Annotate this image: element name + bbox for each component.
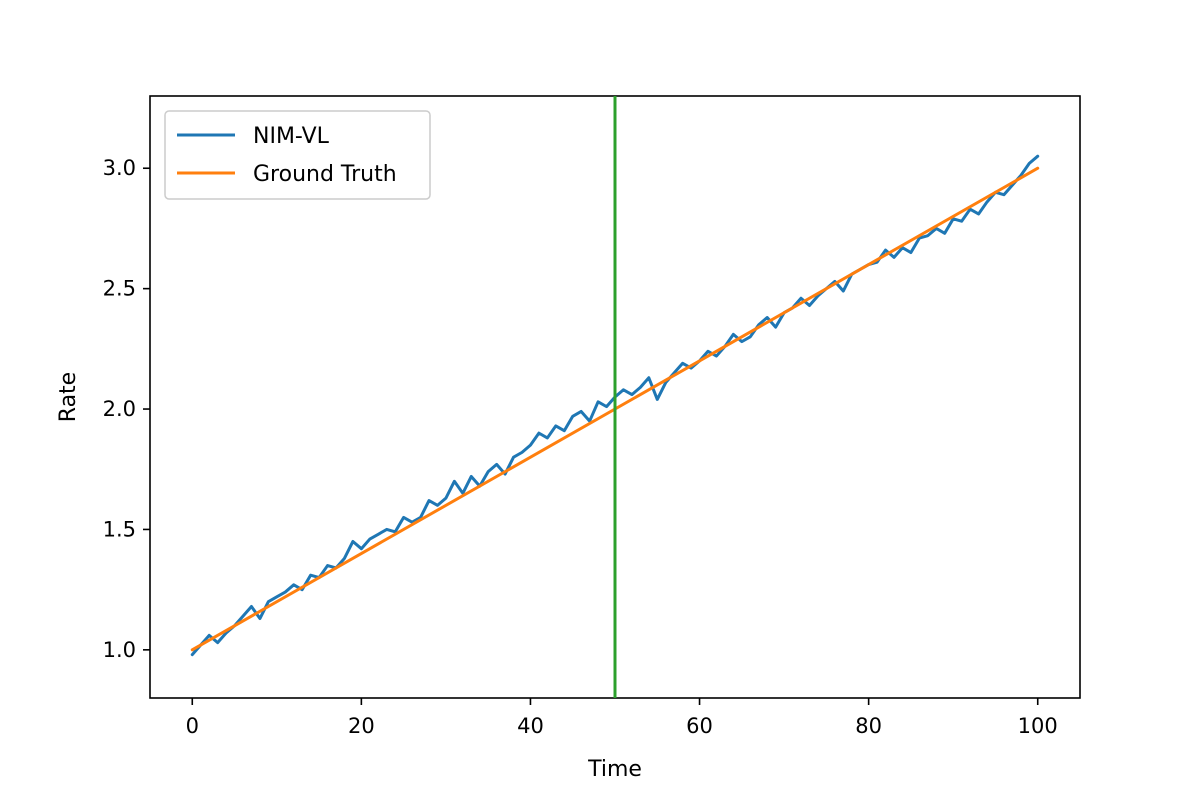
legend-label-ground-truth: Ground Truth (253, 162, 397, 187)
y-tick-label: 2.0 (103, 397, 136, 421)
legend: NIM-VL Ground Truth (164, 110, 431, 200)
y-tick-label: 1.5 (103, 517, 136, 541)
y-tick-label: 1.0 (103, 638, 136, 662)
x-tick-label: 80 (855, 714, 882, 738)
y-tick-label: 3.0 (103, 156, 136, 180)
y-axis-label: Rate (56, 372, 81, 422)
x-tick-label: 40 (517, 714, 544, 738)
x-tick-label: 100 (1018, 714, 1058, 738)
x-tick-label: 60 (686, 714, 713, 738)
y-tick-label: 2.5 (103, 277, 136, 301)
ticks-layer: 0 20 40 60 80 100 1.0 1.5 2.0 2.5 3.0 (103, 156, 1058, 738)
legend-label-nim-vl: NIM-VL (253, 124, 330, 149)
x-tick-label: 0 (186, 714, 199, 738)
x-axis-label: Time (587, 757, 642, 782)
x-tick-label: 20 (348, 714, 375, 738)
legend-box (164, 110, 431, 200)
